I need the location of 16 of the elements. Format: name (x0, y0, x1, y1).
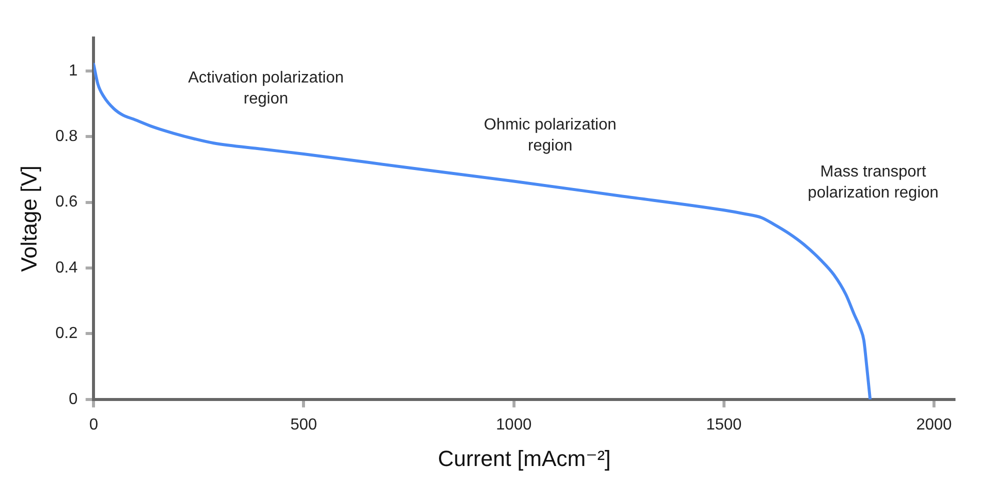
x-axis-title: Current [mAcm⁻²] (438, 446, 611, 471)
y-tick-label: 0.6 (55, 194, 78, 211)
y-tick-label: 0.8 (55, 128, 78, 145)
annotation: Ohmic polarization region (484, 116, 616, 154)
annotation: Activation polarization region (188, 70, 344, 108)
x-tick-label: 0 (89, 416, 98, 434)
x-tick-label: 500 (290, 416, 318, 434)
y-tick-label: 0.2 (55, 325, 78, 342)
x-tick-label: 2000 (916, 416, 952, 434)
y-tick-label: 0.4 (55, 259, 78, 276)
x-tick-label: 1000 (496, 416, 532, 434)
y-tick-label: 0 (68, 390, 78, 408)
x-tick-label: 1500 (706, 416, 742, 434)
y-tick-label: 1 (68, 62, 78, 80)
y-axis-title: Voltage [V] (16, 165, 42, 272)
annotation: Mass transport polarization region (808, 163, 939, 202)
